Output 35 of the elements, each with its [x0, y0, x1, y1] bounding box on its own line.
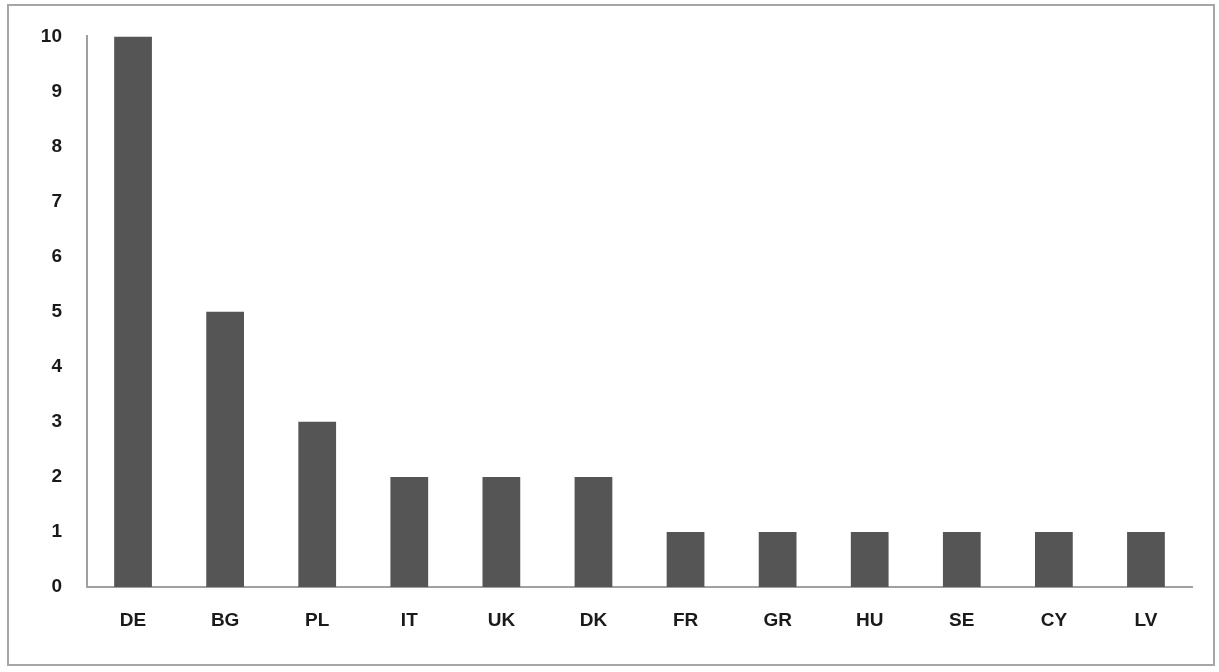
y-tick-label: 4	[51, 354, 63, 376]
y-tick-label: 1	[51, 520, 63, 542]
bar	[114, 36, 152, 587]
x-tick-label: DK	[579, 608, 608, 630]
y-tick-label: 0	[51, 575, 62, 597]
bar	[390, 476, 429, 587]
bar	[850, 531, 889, 587]
bar	[206, 311, 244, 587]
y-tick-label: 6	[51, 244, 62, 266]
x-tick-label: FR	[672, 608, 699, 630]
bar	[1035, 531, 1073, 587]
x-tick-label: DE	[119, 608, 147, 630]
x-tick-label: GR	[763, 608, 793, 630]
x-tick-label: CY	[1040, 608, 1068, 630]
y-tick-label: 2	[51, 465, 62, 487]
bar	[942, 531, 981, 587]
x-tick-label: HU	[855, 608, 884, 630]
bar	[666, 531, 705, 587]
y-tick-label: 5	[51, 299, 63, 321]
x-tick-label: SE	[949, 608, 975, 630]
y-tick-label: 9	[51, 79, 62, 101]
y-tick-label: 7	[51, 189, 62, 211]
x-tick-label: BG	[210, 608, 240, 630]
bar	[758, 531, 797, 587]
x-tick-label: PL	[305, 608, 330, 630]
bar	[1127, 531, 1165, 587]
bar	[298, 421, 337, 587]
x-tick-label: UK	[487, 608, 516, 630]
bar	[482, 476, 521, 587]
bar	[574, 476, 613, 587]
y-tick-label: 3	[51, 410, 62, 432]
x-tick-label: LV	[1134, 608, 1158, 630]
x-tick-label: IT	[400, 608, 419, 630]
y-tick-label: 10	[40, 24, 62, 46]
y-tick-label: 8	[51, 134, 62, 156]
